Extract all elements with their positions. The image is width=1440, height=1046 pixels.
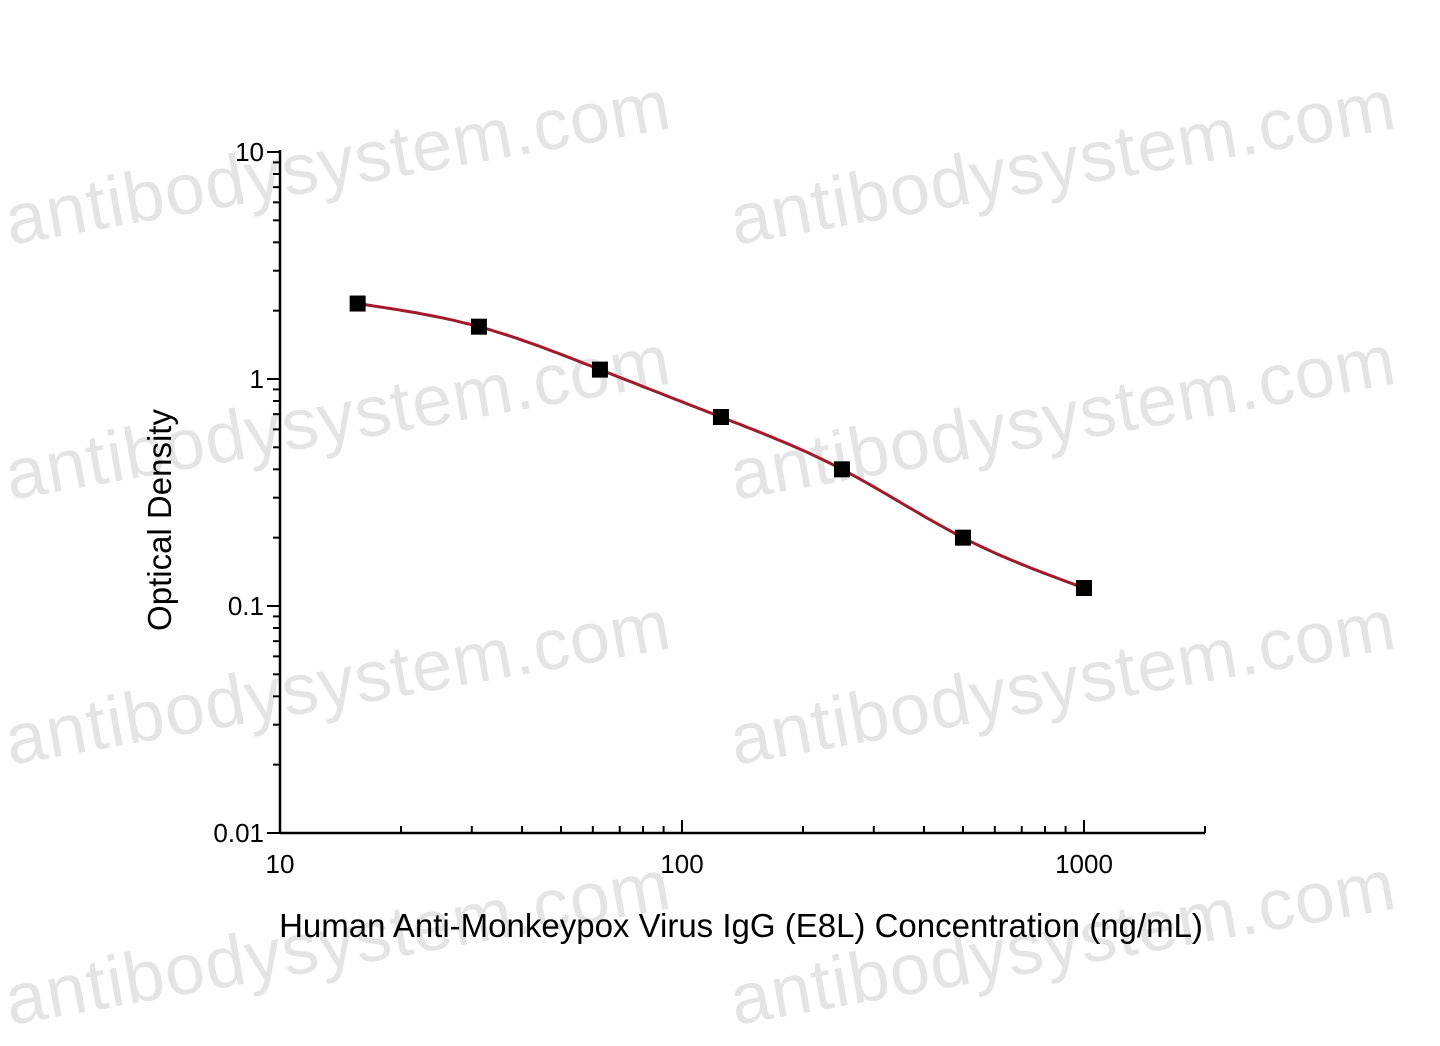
data-point xyxy=(1075,580,1092,597)
data-point xyxy=(833,461,850,478)
data-points xyxy=(349,295,1092,597)
data-point xyxy=(591,361,608,378)
x-tick-label: 1000 xyxy=(1055,849,1113,879)
y-tick-label: 1 xyxy=(250,364,264,394)
y-tick-label: 0.01 xyxy=(213,818,264,848)
data-point xyxy=(954,529,971,546)
watermark-text: antibodysystem.com xyxy=(724,65,1402,261)
watermark-text: antibodysystem.com xyxy=(0,320,677,516)
watermark-layer: antibodysystem.com antibodysystem.comanti… xyxy=(0,65,1402,1041)
y-tick-label: 0.1 xyxy=(228,591,264,621)
x-axis-title: Human Anti-Monkeypox Virus IgG (E8L) Con… xyxy=(279,907,1203,944)
axes: 10 100 1000 0.01 0.1 1 10 xyxy=(213,137,1206,879)
watermark-text: antibodysystem.com xyxy=(724,585,1402,781)
x-tick-label: 100 xyxy=(660,849,703,879)
watermark-text: antibodysystem.com xyxy=(724,320,1402,516)
watermark-text: antibodysystem.com xyxy=(0,65,677,261)
data-point xyxy=(712,409,729,426)
y-tick-label: 10 xyxy=(235,137,264,167)
x-tick-label: 10 xyxy=(266,849,295,879)
watermark-text: antibodysystem.com xyxy=(0,585,677,781)
y-axis-title: Optical Density xyxy=(141,409,178,631)
data-point xyxy=(349,295,366,312)
data-point xyxy=(470,318,487,335)
axis-labels: Human Anti-Monkeypox Virus IgG (E8L) Con… xyxy=(141,409,1203,944)
